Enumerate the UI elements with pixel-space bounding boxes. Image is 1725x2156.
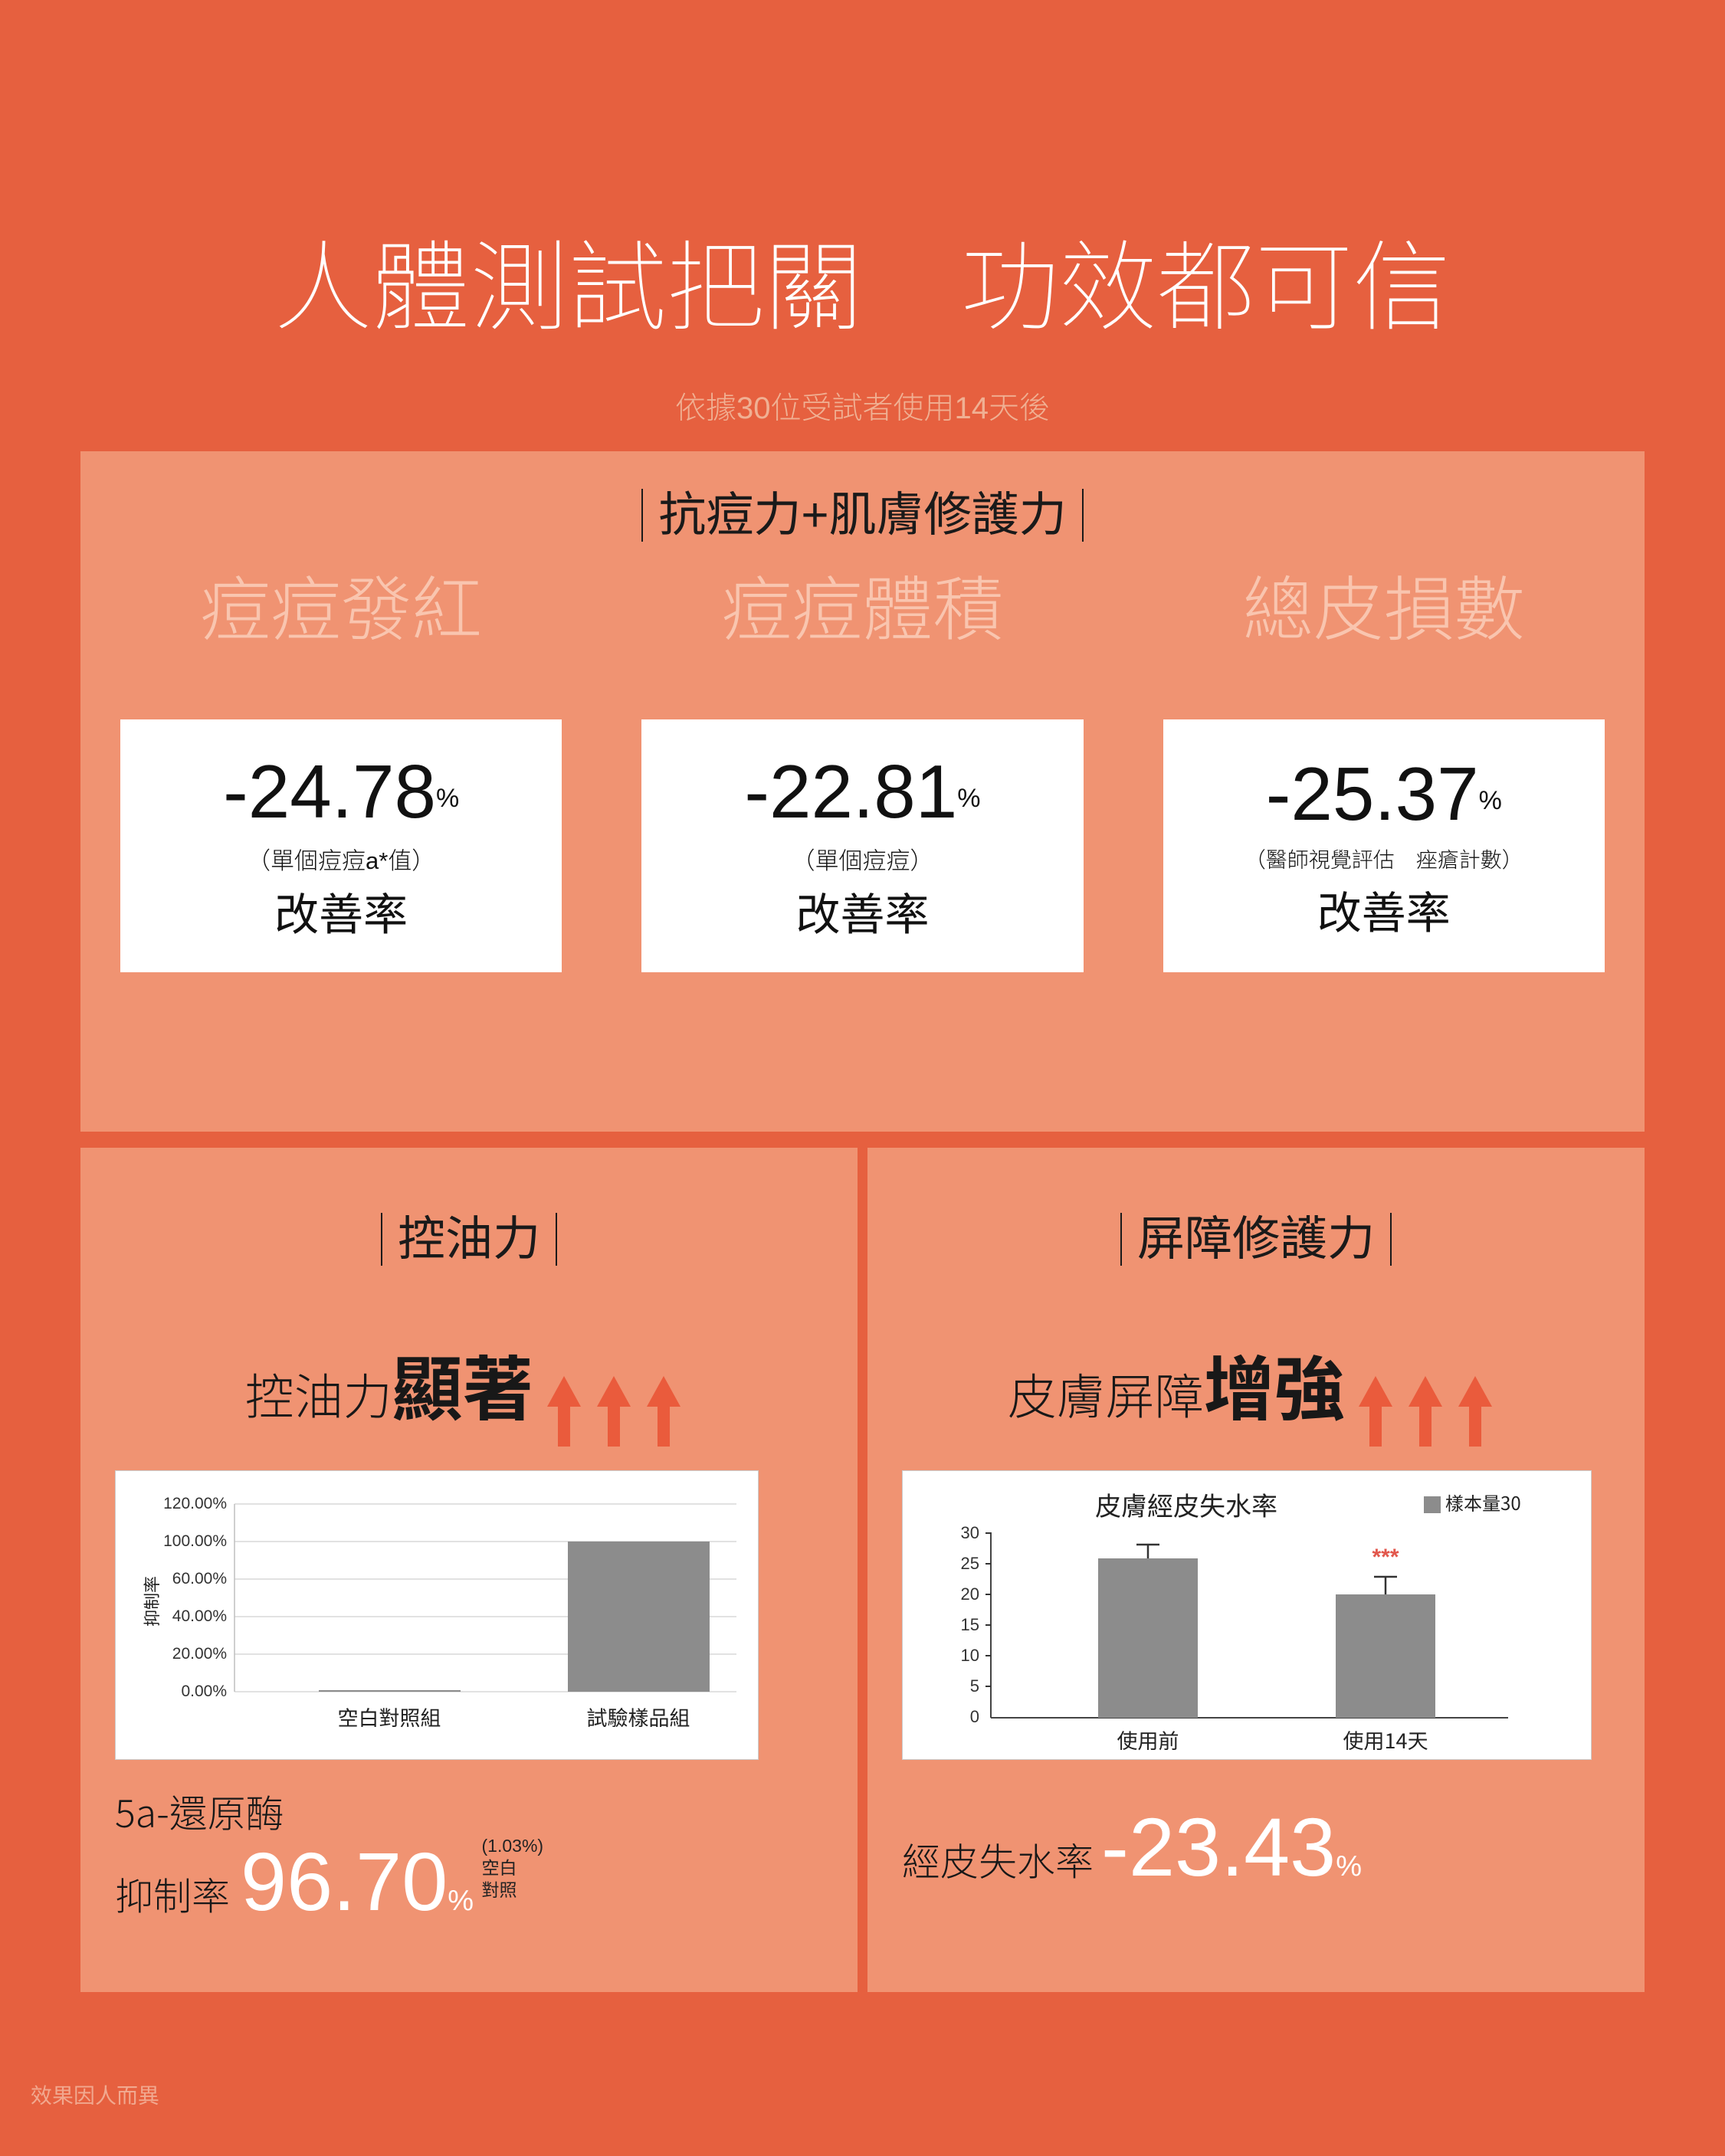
- svg-text:25: 25: [961, 1554, 979, 1573]
- svg-text:試驗樣品組: 試驗樣品組: [587, 1702, 690, 1732]
- svg-text:10: 10: [961, 1646, 979, 1665]
- svg-text:0.00%: 0.00%: [181, 1683, 227, 1700]
- svg-text:40.00%: 40.00%: [172, 1607, 227, 1625]
- svg-text:100.00%: 100.00%: [163, 1532, 227, 1550]
- svg-text:5: 5: [970, 1676, 979, 1696]
- svg-text:***: ***: [1372, 1545, 1399, 1570]
- svg-text:皮膚經皮失水率: 皮膚經皮失水率: [1095, 1486, 1277, 1523]
- svg-text:樣本量30: 樣本量30: [1445, 1489, 1521, 1515]
- svg-text:使用前: 使用前: [1117, 1725, 1179, 1755]
- svg-text:60.00%: 60.00%: [172, 1570, 227, 1588]
- svg-text:使用14天: 使用14天: [1343, 1725, 1428, 1755]
- svg-text:0: 0: [970, 1707, 979, 1726]
- svg-text:20.00%: 20.00%: [172, 1645, 227, 1663]
- svg-text:120.00%: 120.00%: [163, 1495, 227, 1512]
- svg-text:空白對照組: 空白對照組: [338, 1702, 441, 1732]
- svg-text:20: 20: [961, 1584, 979, 1604]
- svg-text:30: 30: [961, 1523, 979, 1542]
- svg-text:15: 15: [961, 1615, 979, 1634]
- svg-text:抑制率: 抑制率: [139, 1576, 163, 1627]
